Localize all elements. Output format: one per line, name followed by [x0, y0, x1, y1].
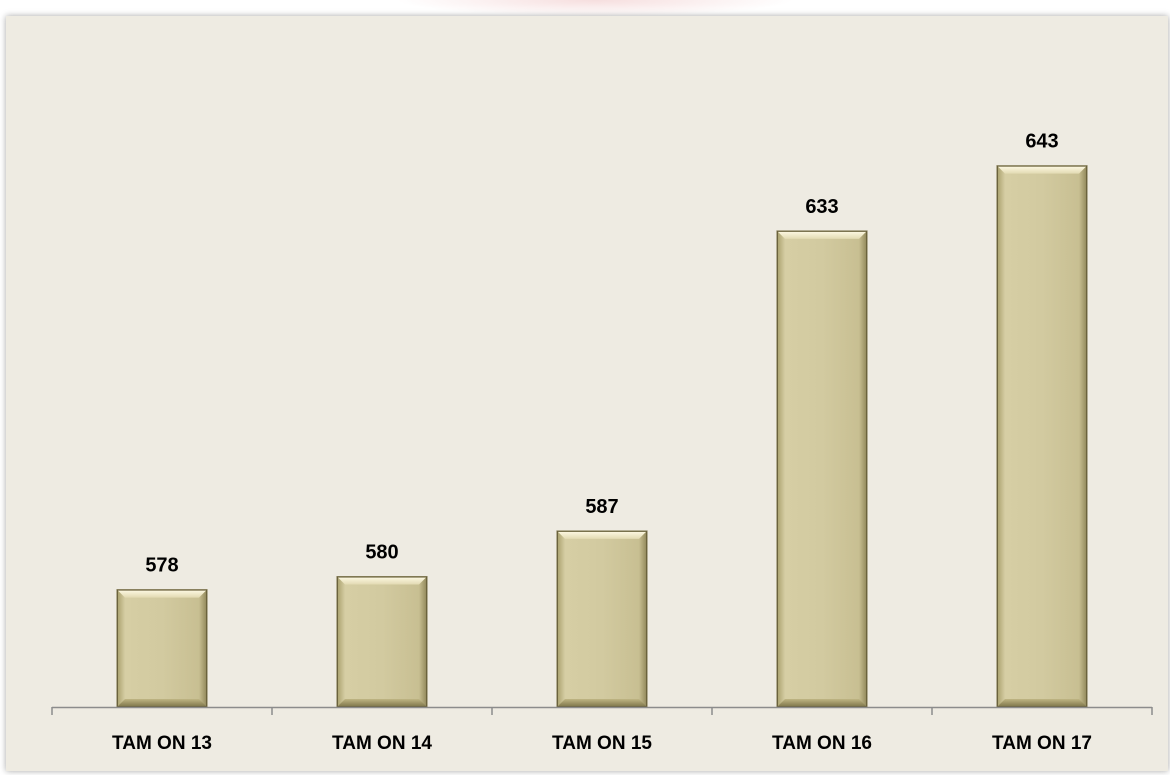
data-label: 633: [805, 196, 838, 218]
bar-top-bevel: [997, 165, 1087, 174]
bar-top-bevel: [557, 530, 647, 539]
bar-outline: [557, 530, 647, 708]
x-tick-label: TAM ON 14: [332, 733, 432, 754]
top-glow-decoration: [395, 0, 795, 16]
bar: [116, 589, 208, 708]
bar-body: [776, 230, 868, 708]
bar-body: [996, 165, 1088, 708]
x-tick-label: TAM ON 17: [992, 733, 1092, 754]
x-tick-label: TAM ON 13: [112, 733, 212, 754]
x-tick-label: TAM ON 15: [552, 733, 652, 754]
data-label: 580: [365, 542, 398, 564]
data-label: 643: [1025, 131, 1058, 153]
bar-outline: [117, 589, 207, 707]
bar-top-bevel: [777, 230, 867, 239]
x-tick-label: TAM ON 16: [772, 733, 872, 754]
bar-body: [336, 576, 428, 708]
bar: [776, 230, 868, 708]
data-label: 587: [585, 496, 618, 518]
x-axis: [51, 706, 1153, 715]
bar-body: [116, 589, 208, 708]
bars-group: [116, 165, 1088, 708]
bar-body: [556, 530, 648, 708]
bar-bottom-bevel: [777, 699, 867, 707]
data-label: 578: [145, 555, 178, 577]
bar-bottom-bevel: [997, 699, 1087, 707]
bar-top-bevel: [117, 589, 207, 598]
bar: [996, 165, 1088, 708]
bar-outline: [777, 230, 867, 707]
bar-outline: [997, 165, 1087, 707]
bar-bottom-bevel: [117, 699, 207, 707]
labels-group: 578 TAM ON 13 580 TAM ON 14 587 TAM ON 15 633 T…: [112, 131, 1092, 754]
bar-outline: [337, 576, 427, 707]
bar: [336, 576, 428, 708]
bar: [556, 530, 648, 708]
bar-top-bevel: [337, 576, 427, 585]
bar-bottom-bevel: [557, 699, 647, 707]
bar-bottom-bevel: [337, 699, 427, 707]
